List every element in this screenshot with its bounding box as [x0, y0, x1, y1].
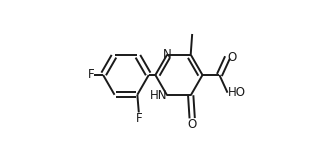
- Text: N: N: [163, 48, 171, 61]
- Text: HN: HN: [150, 89, 167, 102]
- Text: F: F: [88, 69, 94, 81]
- Text: O: O: [227, 51, 237, 64]
- Text: F: F: [135, 112, 142, 125]
- Text: HO: HO: [227, 86, 246, 99]
- Text: O: O: [188, 118, 197, 131]
